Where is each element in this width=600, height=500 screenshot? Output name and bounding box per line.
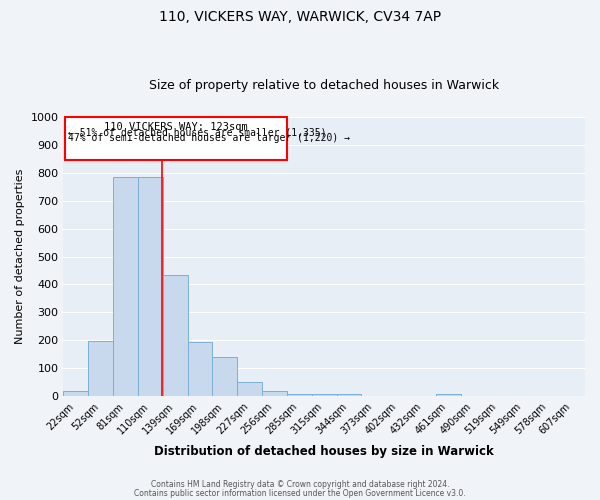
FancyBboxPatch shape (65, 117, 287, 160)
Text: Contains HM Land Registry data © Crown copyright and database right 2024.: Contains HM Land Registry data © Crown c… (151, 480, 449, 489)
Bar (113, 177, 138, 396)
Bar (436, 394, 461, 396)
Bar (212, 357, 237, 397)
Bar (237, 382, 262, 396)
Text: Contains public sector information licensed under the Open Government Licence v3: Contains public sector information licen… (134, 488, 466, 498)
Bar (262, 392, 287, 396)
Bar (287, 394, 312, 396)
X-axis label: Distribution of detached houses by size in Warwick: Distribution of detached houses by size … (154, 444, 494, 458)
Bar (312, 394, 337, 396)
Bar (64, 392, 88, 396)
Bar (188, 342, 212, 396)
Bar (138, 177, 163, 396)
Bar (163, 274, 188, 396)
Text: 110 VICKERS WAY: 123sqm: 110 VICKERS WAY: 123sqm (104, 122, 248, 132)
Bar (337, 394, 361, 396)
Title: Size of property relative to detached houses in Warwick: Size of property relative to detached ho… (149, 79, 499, 92)
Bar (88, 341, 113, 396)
Y-axis label: Number of detached properties: Number of detached properties (15, 169, 25, 344)
Text: 110, VICKERS WAY, WARWICK, CV34 7AP: 110, VICKERS WAY, WARWICK, CV34 7AP (159, 10, 441, 24)
Text: ← 51% of detached houses are smaller (1,335): ← 51% of detached houses are smaller (1,… (68, 127, 327, 137)
Text: 47% of semi-detached houses are larger (1,220) →: 47% of semi-detached houses are larger (… (68, 132, 350, 142)
